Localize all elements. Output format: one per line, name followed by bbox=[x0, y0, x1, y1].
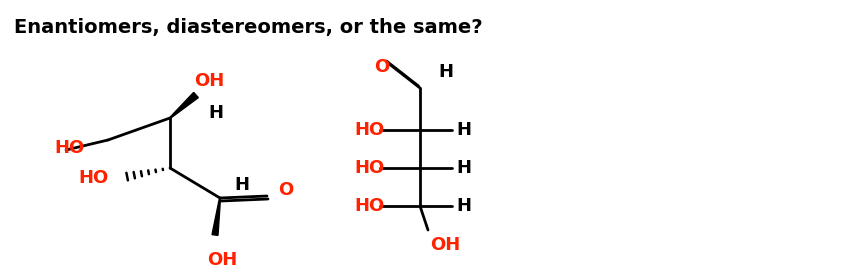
Text: O: O bbox=[374, 58, 389, 76]
Text: H: H bbox=[208, 104, 223, 122]
Text: H: H bbox=[234, 176, 249, 194]
Polygon shape bbox=[212, 198, 221, 235]
Text: H: H bbox=[456, 121, 471, 139]
Text: Enantiomers, diastereomers, or the same?: Enantiomers, diastereomers, or the same? bbox=[14, 18, 482, 37]
Text: HO: HO bbox=[54, 139, 84, 157]
Text: OH: OH bbox=[194, 72, 224, 90]
Text: H: H bbox=[456, 159, 471, 177]
Text: H: H bbox=[438, 63, 453, 81]
Text: H: H bbox=[456, 197, 471, 215]
Polygon shape bbox=[170, 92, 198, 118]
Text: HO: HO bbox=[78, 169, 108, 187]
Text: O: O bbox=[278, 181, 294, 199]
Text: HO: HO bbox=[354, 197, 385, 215]
Text: HO: HO bbox=[354, 159, 385, 177]
Text: OH: OH bbox=[430, 236, 460, 254]
Text: OH: OH bbox=[207, 251, 237, 269]
Text: HO: HO bbox=[354, 121, 385, 139]
